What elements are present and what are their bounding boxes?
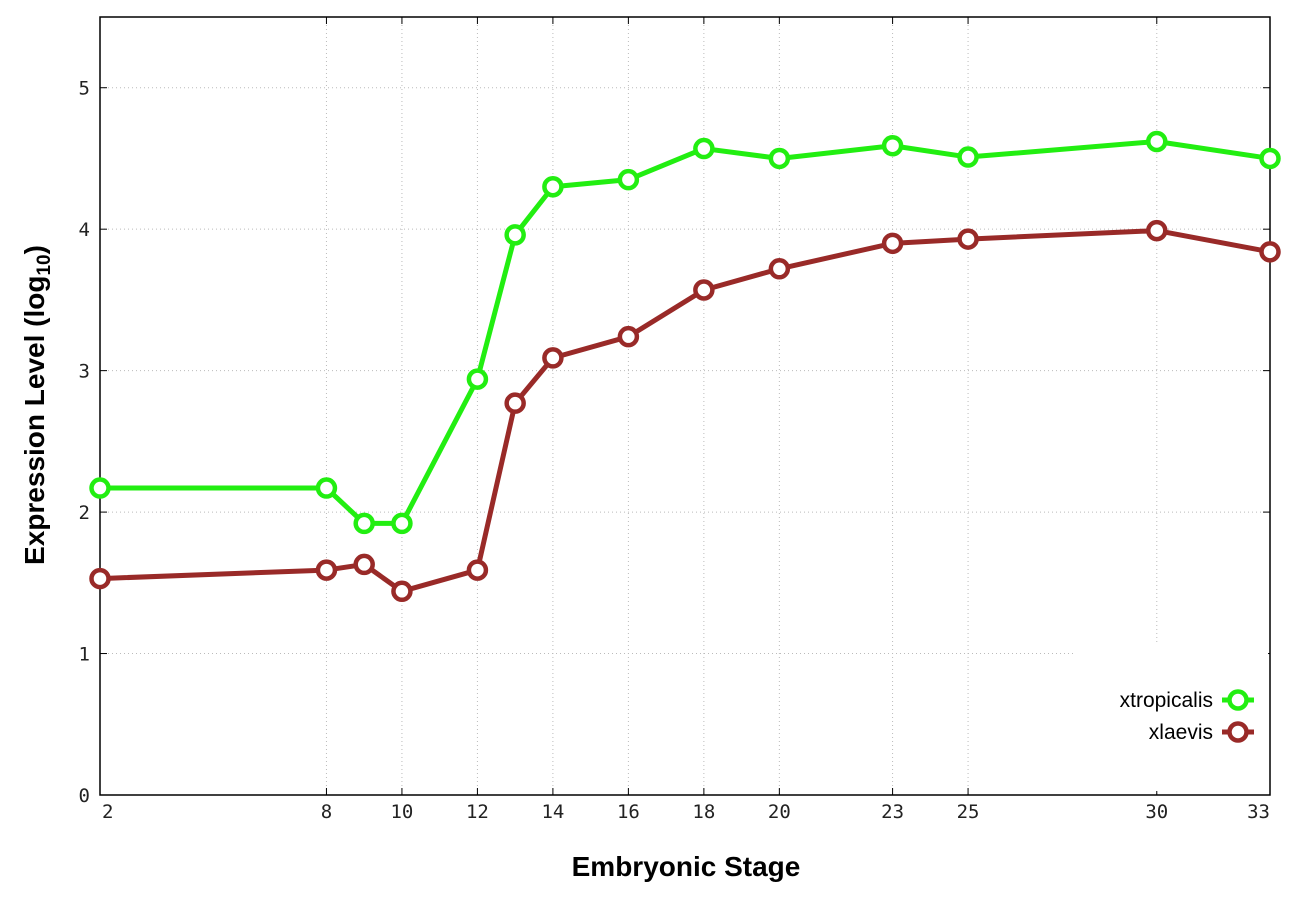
y-tick-label: 2: [79, 502, 90, 524]
y-tick-label: 4: [79, 219, 90, 241]
y-tick-label: 3: [79, 361, 90, 383]
data-point-xtropicalis: [315, 477, 338, 499]
x-tick-label: 30: [1145, 801, 1168, 823]
data-point-xtropicalis: [466, 368, 489, 390]
x-axis-title: Embryonic Stage: [572, 851, 801, 882]
data-point-xlaevis: [89, 567, 111, 590]
y-tick-label: 0: [79, 785, 90, 807]
y-axis-title-subscript: 10: [34, 254, 55, 275]
data-point-xlaevis: [881, 232, 904, 255]
series: [89, 130, 1281, 603]
x-tick-label: 2: [102, 801, 113, 823]
data-point-xlaevis: [768, 258, 791, 280]
y-tick-label: 5: [79, 78, 90, 100]
legend: xtropicalis xlaevis: [1073, 645, 1268, 791]
data-point-xlaevis: [466, 559, 489, 581]
x-tick-label: 23: [881, 801, 904, 823]
grid: [100, 17, 1270, 795]
data-point-xlaevis: [315, 559, 338, 581]
series-line-xtropicalis: [100, 138, 1271, 526]
x-tick-label: 12: [466, 801, 489, 823]
x-tick-label: 14: [541, 801, 564, 823]
series-xtropicalis: [89, 130, 1281, 535]
data-point-xlaevis: [1259, 241, 1281, 263]
data-point-xtropicalis: [1146, 130, 1168, 153]
legend-label-xlaevis: xlaevis: [1149, 721, 1213, 744]
plot-frame: [99, 16, 1271, 796]
data-point-xtropicalis: [1259, 147, 1281, 170]
data-point-xlaevis: [542, 347, 564, 369]
data-point-xtropicalis: [881, 134, 904, 157]
data-point-xlaevis: [391, 580, 413, 603]
x-tick-label: 20: [768, 801, 791, 823]
data-point-xtropicalis: [768, 147, 791, 170]
y-tick-label: 1: [79, 644, 90, 666]
legend-label-xtropicalis: xtropicalis: [1120, 689, 1213, 712]
data-point-xtropicalis: [504, 224, 526, 246]
data-point-xlaevis: [693, 279, 715, 301]
data-point-xtropicalis: [391, 512, 413, 535]
data-point-xtropicalis: [542, 175, 564, 198]
x-tick-label: 8: [321, 801, 332, 823]
data-point-xlaevis: [1146, 219, 1168, 242]
series-xlaevis: [89, 219, 1281, 603]
x-tick-label: 33: [1247, 801, 1270, 823]
data-point-xtropicalis: [693, 137, 715, 160]
x-tick-label: 18: [692, 801, 715, 823]
data-point-xlaevis: [957, 228, 979, 250]
y-axis-title-main: Expression Level (log: [19, 276, 50, 565]
data-point-xtropicalis: [617, 168, 640, 191]
data-point-xlaevis: [617, 325, 640, 348]
x-tick-label: 16: [617, 801, 640, 823]
legend-marker-xtropicalis: [1227, 689, 1249, 711]
data-point-xlaevis: [353, 553, 375, 576]
y-axis-title-close: ): [19, 245, 50, 254]
y-axis-title: Expression Level (log10): [19, 245, 55, 565]
data-point-xtropicalis: [353, 512, 375, 535]
x-tick-label: 25: [957, 801, 980, 823]
data-point-xtropicalis: [89, 477, 111, 499]
x-tick-label: 10: [390, 801, 413, 823]
data-point-xlaevis: [504, 392, 526, 414]
legend-marker-xlaevis: [1227, 721, 1249, 743]
series-line-xlaevis: [99, 228, 1271, 594]
data-point-xtropicalis: [957, 146, 979, 168]
legend-box: [1073, 645, 1268, 791]
